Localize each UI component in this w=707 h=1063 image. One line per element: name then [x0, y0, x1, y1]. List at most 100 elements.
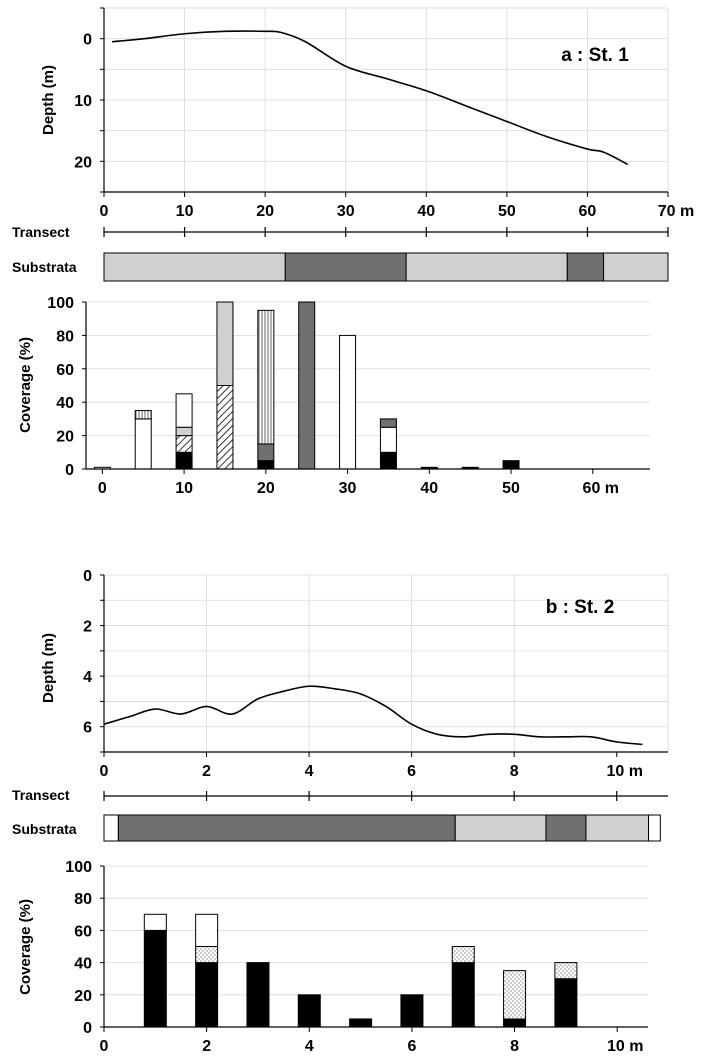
y-tick-label: 60: [56, 362, 74, 379]
y-tick-label: 20: [56, 429, 74, 446]
x-tick-label: 4: [305, 763, 314, 780]
y-tick-label: 0: [83, 568, 92, 585]
y-tick-label: 100: [47, 295, 74, 312]
substrata-segment: [284, 252, 407, 282]
transect-label-a: Transect: [12, 224, 70, 240]
x-tick-label: 6: [407, 1038, 416, 1055]
x-end-label: 10 m: [606, 763, 642, 780]
x-tick-label: 4: [305, 1038, 314, 1055]
bar-segment: [216, 301, 234, 386]
x-tick-label: 2: [202, 1038, 211, 1055]
bar-segment: [379, 426, 397, 453]
panel-b-ylabel: Depth (m): [40, 633, 57, 703]
x-tick-label: 0: [100, 1038, 109, 1055]
panel-b-profile: 0 2 4 6 0 2 4 6 8 10 m b : St. 2 Depth (m): [40, 568, 669, 780]
bar-segment: [400, 994, 424, 1028]
substrata-segment: [585, 814, 650, 842]
bar-segment: [246, 962, 270, 1028]
x-tick-label: 8: [510, 1038, 519, 1055]
depth-profile-line-b: [103, 685, 643, 746]
x-tick-label: 2: [202, 763, 211, 780]
substrata-label-b: Substrata: [12, 821, 77, 837]
bar-segment: [134, 410, 152, 420]
coverage-a-ylabel: Coverage (%): [17, 337, 34, 433]
bar-segment: [134, 418, 152, 470]
substrata-segment: [117, 814, 456, 842]
substrata-segment: [405, 252, 568, 282]
x-tick-label: 20: [256, 203, 274, 220]
bar-segment: [349, 1018, 373, 1028]
x-tick-label: 8: [510, 763, 519, 780]
x-tick-label: 40: [417, 203, 435, 220]
transect-label-b: Transect: [12, 787, 70, 803]
panel-a-ylabel: Depth (m): [40, 65, 57, 135]
y-tick-label: 6: [83, 720, 92, 737]
y-tick-label: 0: [83, 32, 92, 49]
bar-segment: [451, 946, 475, 964]
x-end-label: 60 m: [583, 480, 619, 497]
substrata-segment: [103, 814, 119, 842]
bar-segment: [195, 946, 219, 964]
y-tick-label: 0: [83, 1020, 92, 1037]
bar-segment: [175, 435, 193, 453]
bar-segment: [503, 1018, 527, 1028]
x-tick-label: 0: [98, 480, 107, 497]
panel-a-coverage: 0 20 40 60 80 100 0 10 20 30 40 50 60 m Coverage (%…: [17, 295, 650, 497]
x-tick-label: 10: [175, 480, 193, 497]
bar-segment: [143, 929, 167, 1028]
bar-segment: [175, 451, 193, 470]
substrata-segment: [454, 814, 547, 842]
x-tick-label: 10: [176, 203, 194, 220]
bar-segment: [216, 385, 234, 470]
substrata-segment: [603, 252, 669, 282]
y-tick-label: 60: [74, 923, 92, 940]
bar-segment: [379, 418, 397, 428]
bar-segment: [379, 451, 397, 470]
bar-segment: [195, 962, 219, 1028]
bar-segment: [297, 994, 321, 1028]
y-tick-label: 0: [65, 462, 74, 479]
x-end-label: 70 m: [658, 203, 694, 220]
x-tick-label: 40: [420, 480, 438, 497]
x-tick-label: 50: [502, 480, 520, 497]
y-tick-label: 20: [74, 154, 92, 171]
y-tick-label: 4: [83, 669, 92, 686]
x-tick-label: 60: [579, 203, 597, 220]
x-tick-label: 30: [337, 203, 355, 220]
panel-b-coverage: 0 20 40 60 80 100 0 2 4 6 8 10 m Coverage (%): [17, 859, 648, 1055]
panel-a-transect: Transect Substrata: [12, 224, 669, 282]
bar-segment: [554, 978, 578, 1028]
y-tick-label: 2: [83, 619, 92, 636]
bar-segment: [143, 913, 167, 931]
bar-segment: [257, 460, 275, 470]
substrata-label-a: Substrata: [12, 259, 77, 275]
bar-segment: [175, 393, 193, 428]
x-end-label: 10 m: [607, 1038, 643, 1055]
x-tick-label: 0: [100, 203, 109, 220]
substrata-segment: [566, 252, 605, 282]
y-tick-label: 40: [74, 956, 92, 973]
panel-a-title: a : St. 1: [561, 45, 629, 66]
x-tick-label: 30: [339, 480, 357, 497]
x-tick-label: 50: [498, 203, 516, 220]
bar-segment: [298, 301, 316, 470]
substrata-segment: [103, 252, 286, 282]
coverage-b-ylabel: Coverage (%): [17, 899, 34, 995]
substrata-segment: [545, 814, 587, 842]
bar-segment: [554, 962, 578, 980]
substrata-segment: [648, 814, 661, 842]
y-tick-label: 100: [65, 859, 92, 876]
panel-a-profile: 0 10 20 0 10 20 30 40 50 60 70 m a : St. 1 Depth …: [40, 7, 694, 220]
y-tick-label: 80: [74, 891, 92, 908]
y-tick-label: 40: [56, 395, 74, 412]
bar-segment: [195, 913, 219, 947]
bar-segment: [339, 334, 357, 470]
bar-segment: [503, 970, 527, 1020]
panel-b-title: b : St. 2: [546, 597, 615, 618]
x-tick-label: 6: [407, 763, 416, 780]
depth-profile-line-a: [111, 30, 629, 166]
y-tick-label: 80: [56, 328, 74, 345]
x-tick-label: 20: [257, 480, 275, 497]
